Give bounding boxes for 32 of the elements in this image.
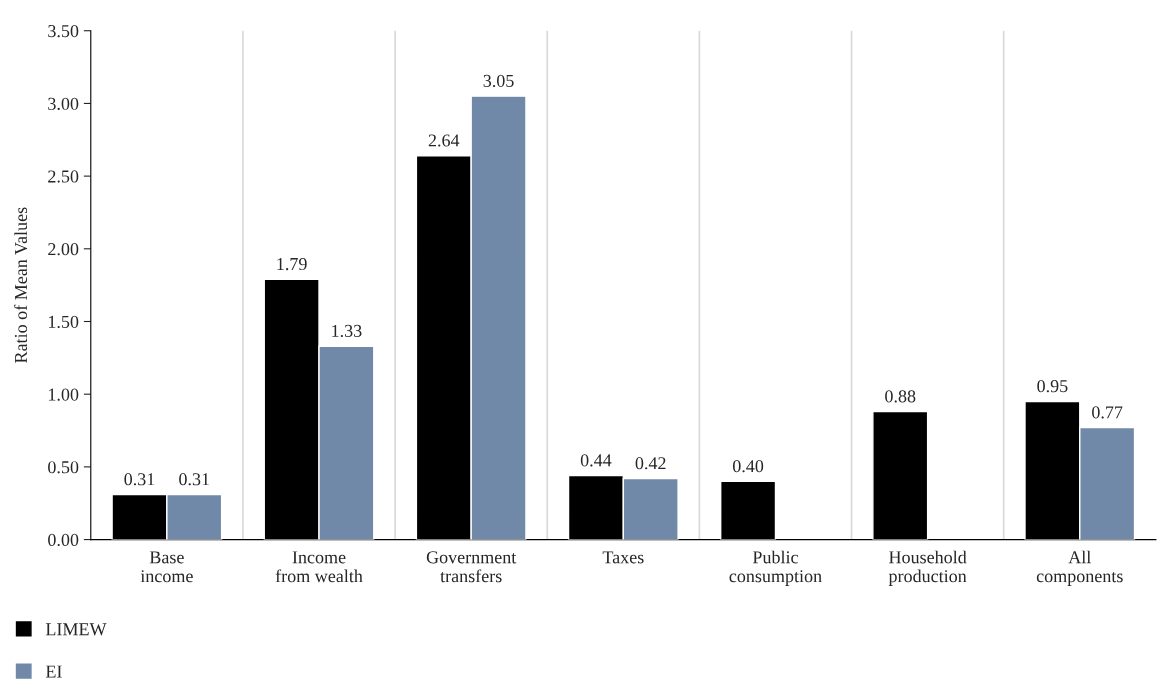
data-label: 2.64 — [428, 134, 460, 147]
y-axis-title: Ratio of Mean Values — [14, 207, 28, 363]
data-label: 0.31 — [179, 473, 209, 486]
x-tick-label: All components — [1036, 550, 1123, 586]
x-tick-label: Base income — [140, 551, 193, 583]
y-tick-label: 1.50 — [48, 315, 79, 329]
data-label: 0.88 — [885, 390, 916, 403]
bar — [872, 410, 929, 540]
data-label: 0.40 — [732, 460, 764, 473]
data-label: 1.79 — [277, 257, 307, 271]
x-tick-label: Government transfers — [426, 551, 517, 583]
y-tick-label: 1.00 — [48, 388, 79, 401]
x-tick-label: Taxes — [602, 551, 644, 564]
legend-label: LIMEW — [45, 623, 107, 636]
data-label: 0.95 — [1037, 380, 1068, 393]
data-label: 0.77 — [1092, 406, 1123, 419]
y-tick-label: 3.00 — [48, 97, 79, 110]
y-tick-label: 2.00 — [48, 243, 79, 256]
data-label: 0.44 — [580, 454, 612, 467]
data-label: 1.33 — [332, 324, 362, 338]
data-label: 3.05 — [483, 74, 514, 88]
data-label: 0.42 — [635, 457, 666, 470]
x-tick-label: Public consumption — [729, 550, 822, 586]
y-tick-label: 2.50 — [48, 170, 79, 183]
y-tick-label: 3.50 — [48, 24, 79, 38]
legend-label: EI — [45, 665, 62, 678]
bar — [720, 480, 777, 540]
data-label: 0.31 — [124, 473, 155, 486]
x-tick-label: Income from wealth — [275, 551, 363, 583]
x-tick-label: Household production — [888, 550, 967, 586]
y-tick-label: 0.00 — [48, 533, 79, 547]
y-tick-label: 0.50 — [48, 461, 79, 474]
